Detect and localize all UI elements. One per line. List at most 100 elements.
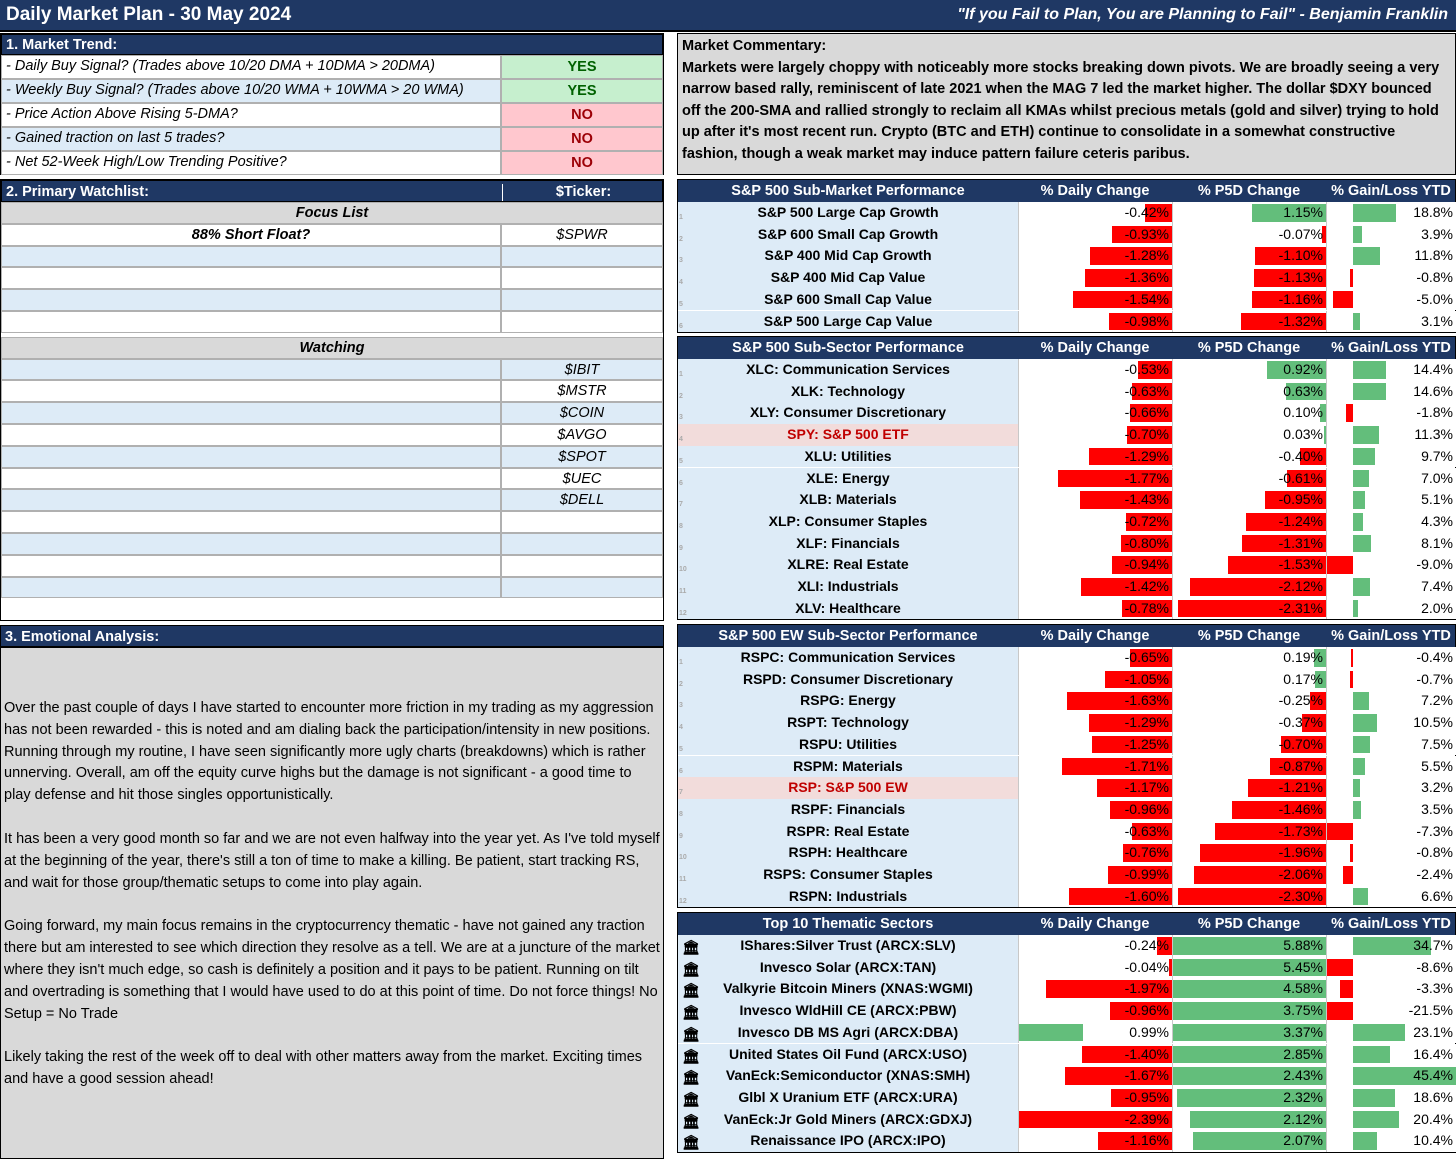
watchlist-ticker[interactable] <box>501 576 663 599</box>
watchlist-note[interactable] <box>1 245 501 268</box>
ytd-bar <box>1353 1045 1391 1064</box>
table-row: XLI: Industrials 11 -1.42% -2.12% 7.4% <box>678 576 1456 598</box>
row-name: RSP: S&P 500 EW 7 <box>678 777 1018 799</box>
value-text: -0.98% <box>1124 312 1169 329</box>
watchlist-ticker[interactable]: $AVGO <box>501 424 663 446</box>
watchlist-note[interactable] <box>1 511 501 533</box>
ytd-bar <box>1327 958 1353 977</box>
value-cell-y: 10.4% <box>1326 1130 1456 1152</box>
change-bar <box>1232 800 1326 819</box>
value-text: -1.31% <box>1278 534 1323 551</box>
watchlist-note[interactable] <box>1 424 501 446</box>
row-name-text: S&P 500 Large Cap Value <box>763 312 933 329</box>
watchlist-ticker[interactable] <box>501 267 663 290</box>
watchlist-ticker[interactable]: $SPOT <box>501 445 663 468</box>
value-text: -0.99% <box>1124 866 1169 882</box>
watchlist-ticker[interactable] <box>501 533 663 555</box>
watchlist-note[interactable] <box>1 445 501 468</box>
ytd-bar <box>1353 361 1386 379</box>
table-row: RSPS: Consumer Staples 11 -0.99% -2.06% -2.4… <box>678 864 1456 886</box>
change-bar <box>1319 404 1326 423</box>
watchlist-note[interactable] <box>1 311 501 333</box>
change-bar <box>1189 1110 1326 1129</box>
value-text: 5.45% <box>1283 958 1323 975</box>
row-name-text: RSPM: Materials <box>793 757 903 774</box>
watchlist-note[interactable]: 88% Short Float? <box>1 223 501 246</box>
change-bar <box>1138 361 1172 379</box>
row-index: 1 <box>679 214 683 221</box>
watchlist-note[interactable] <box>1 267 501 290</box>
value-text: -2.4% <box>1416 866 1453 882</box>
row-index: 11 <box>679 588 687 595</box>
table-row: XLU: Utilities 5 -1.29% -0.40% 9.7% <box>678 445 1456 468</box>
watchlist-ticker[interactable] <box>501 511 663 533</box>
row-name: XLK: Technology 2 <box>678 380 1018 403</box>
watchlist-ticker[interactable] <box>501 245 663 268</box>
value-text: -3.3% <box>1416 980 1453 997</box>
value-text: 18.8% <box>1413 204 1453 220</box>
value-cell-d: -1.54% <box>1018 288 1172 311</box>
watchlist-note[interactable] <box>1 380 501 403</box>
value-text: 14.4% <box>1413 361 1453 377</box>
change-bar <box>1130 649 1172 667</box>
value-cell-p: -2.06% <box>1172 864 1326 886</box>
value-text: 2.0% <box>1421 599 1453 616</box>
page-title: Daily Market Plan - 30 May 2024 <box>6 4 292 25</box>
value-cell-p: 4.58% <box>1172 978 1326 1001</box>
watchlist-note[interactable] <box>1 467 501 490</box>
change-bar <box>1112 225 1172 244</box>
watchlist-note[interactable] <box>1 554 501 577</box>
change-bar <box>1189 578 1326 596</box>
value-cell-y: 3.1% <box>1326 310 1456 333</box>
change-bar <box>1084 269 1172 287</box>
table-row: XLK: Technology 2 -0.63% 0.63% 14.6% <box>678 380 1456 403</box>
value-text: -1.71% <box>1124 757 1169 774</box>
row-index: 8 <box>679 522 683 530</box>
value-cell-d: -1.17% <box>1018 777 1172 799</box>
watchlist-note[interactable] <box>1 289 501 311</box>
table-row: Glbl X Uranium ETF (ARCX:URA) 🏛 -0.95% 2.32… <box>678 1086 1456 1109</box>
ytd-bar <box>1353 1132 1377 1150</box>
value-cell-y: -1.8% <box>1326 402 1456 425</box>
watchlist-ticker[interactable]: $UEC <box>501 467 663 490</box>
value-text: -0.93% <box>1124 225 1169 242</box>
value-text: -0.78% <box>1124 599 1169 616</box>
watchlist-ticker[interactable]: $DELL <box>501 489 663 512</box>
row-name: S&P 500 Large Cap Value 6 <box>678 310 1018 333</box>
watchlist-note[interactable] <box>1 402 501 424</box>
watchlist-ticker[interactable] <box>501 311 663 333</box>
row-name-text: United States Oil Fund (ARCX:USO) <box>729 1045 967 1062</box>
watchlist-ticker[interactable]: $COIN <box>501 402 663 424</box>
value-text: -21.5% <box>1408 1002 1453 1019</box>
table-row: S&P 500 Large Cap Growth 1 -0.42% 1.15% 18.8… <box>678 202 1456 224</box>
bank-icon: 🏛 <box>682 1112 700 1129</box>
value-cell-y: 18.8% <box>1326 202 1456 224</box>
change-bar <box>1173 1067 1326 1085</box>
watchlist-ticker[interactable]: $MSTR <box>501 380 663 403</box>
value-cell-p: -2.30% <box>1172 885 1326 908</box>
watchlist-ticker[interactable] <box>501 554 663 577</box>
watchlist-ticker[interactable]: $IBIT <box>501 358 663 381</box>
row-name: IShares:Silver Trust (ARCX:SLV) 🏛 <box>678 935 1018 957</box>
primary-watchlist: 2. Primary Watchlist: $Ticker: Focus Lis… <box>0 179 664 621</box>
change-bar <box>1073 290 1172 309</box>
value-cell-p: -1.24% <box>1172 510 1326 533</box>
watchlist-ticker[interactable]: $SPWR <box>501 223 663 246</box>
value-cell-d: -0.94% <box>1018 554 1172 576</box>
value-cell-y: 18.6% <box>1326 1086 1456 1109</box>
value-cell-d: -0.76% <box>1018 842 1172 864</box>
value-text: -1.77% <box>1124 469 1169 486</box>
value-cell-y: 14.4% <box>1326 359 1456 381</box>
watchlist-note[interactable] <box>1 489 501 512</box>
ytd-bar <box>1327 556 1353 574</box>
ytd-bar <box>1327 1002 1353 1020</box>
value-text: -0.61% <box>1278 469 1323 486</box>
watchlist-note[interactable] <box>1 576 501 599</box>
change-bar <box>1309 692 1326 711</box>
watchlist-note[interactable] <box>1 533 501 555</box>
row-name-text: S&P 600 Small Cap Value <box>764 290 932 307</box>
watchlist-ticker[interactable] <box>501 289 663 311</box>
row-name-text: XLF: Financials <box>796 534 900 551</box>
watchlist-note[interactable] <box>1 358 501 381</box>
value-text: -1.17% <box>1124 779 1169 796</box>
